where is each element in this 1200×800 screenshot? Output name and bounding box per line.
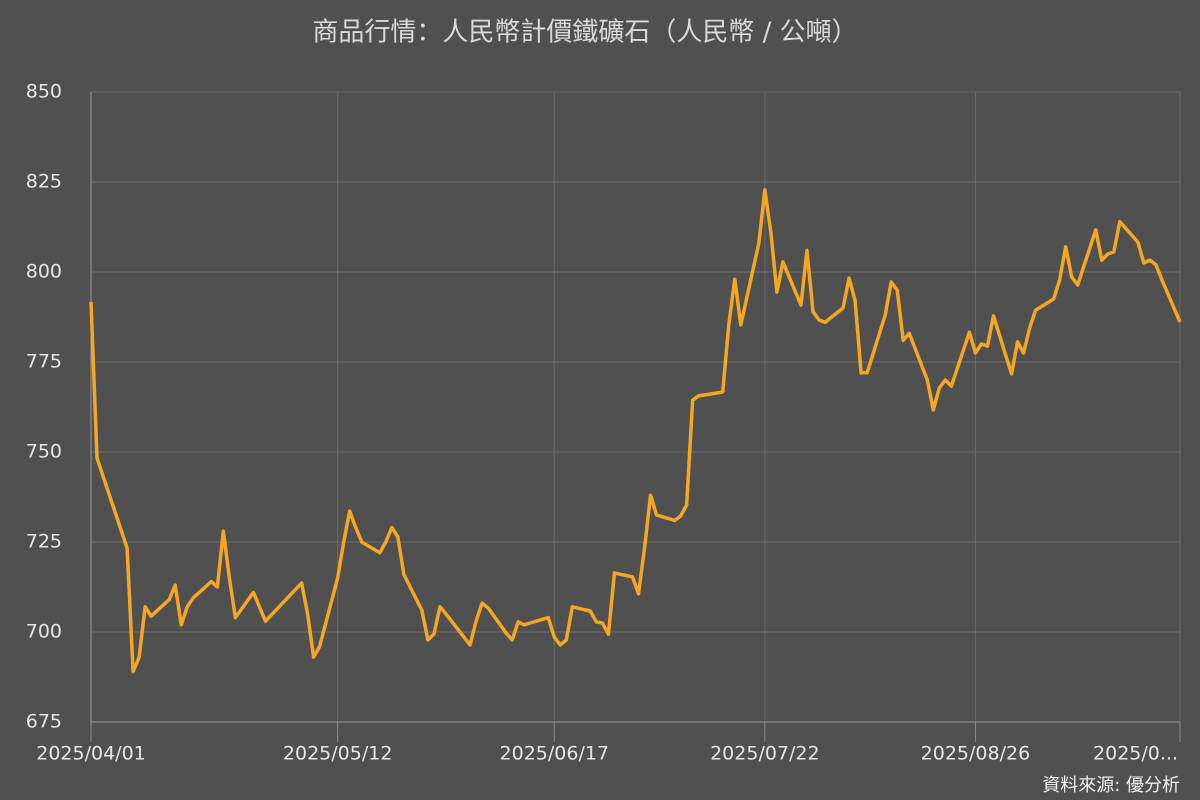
x-tick-label: 2025/06/17: [500, 743, 610, 765]
y-tick-label: 750: [26, 441, 62, 463]
x-tick-label: 2025/07/22: [710, 743, 820, 765]
y-tick-label: 700: [26, 621, 62, 643]
y-tick-label: 775: [26, 351, 62, 373]
price-line: [89, 188, 1182, 674]
chart-title: 商品行情：人民幣計價鐵礦石（人民幣 / 公噸）: [312, 18, 857, 48]
source-note: 資料來源: 優分析: [1042, 775, 1180, 796]
x-tick-label: 2025/04/01: [36, 743, 146, 765]
y-tick-label: 850: [26, 81, 62, 103]
y-tick-label: 825: [26, 171, 62, 193]
y-tick-label: 725: [26, 531, 62, 553]
x-tick-label: 2025/05/12: [283, 743, 393, 765]
x-tick-label: 2025/08/26: [921, 743, 1031, 765]
y-tick-label: 675: [26, 711, 62, 733]
x-tick-label: 2025/0...: [1093, 743, 1178, 765]
y-tick-label: 800: [26, 261, 62, 283]
